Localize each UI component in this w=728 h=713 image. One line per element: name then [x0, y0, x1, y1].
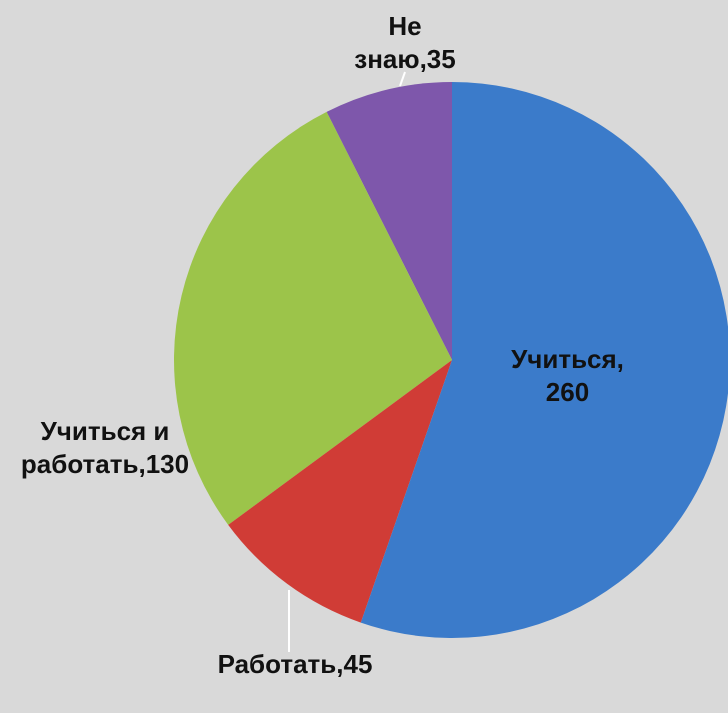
- pie-slice: [326, 82, 452, 360]
- leader-line: [399, 71, 406, 87]
- pie-slice: [360, 82, 728, 638]
- data-label: Работать,45: [217, 649, 373, 679]
- pie-slice: [173, 111, 452, 525]
- data-label: Учиться,260: [511, 344, 624, 407]
- data-label: Не знаю,35: [354, 11, 456, 74]
- data-label: Учиться и работать,130: [20, 416, 190, 479]
- pie-slice: [228, 360, 452, 623]
